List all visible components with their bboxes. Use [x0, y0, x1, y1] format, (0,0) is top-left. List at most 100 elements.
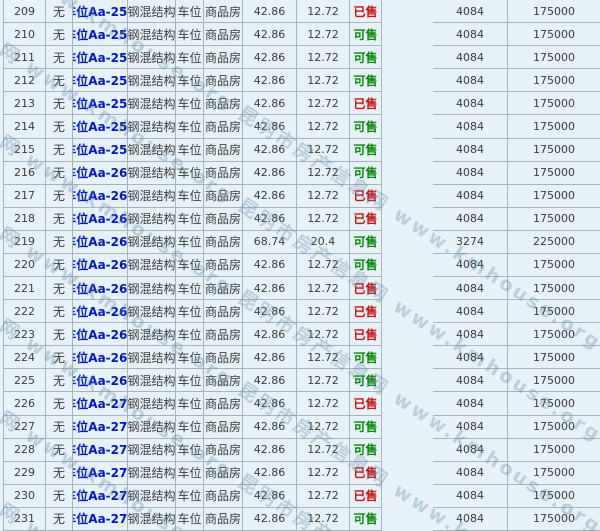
row-number-cell: 226 — [4, 392, 46, 415]
table-row: 225 无 车位Aa-269 钢混结构 车位 商品房 42.86 12.72 可… — [4, 369, 382, 393]
total-price-cell: 175000 — [533, 50, 575, 64]
fitment-cell: 无 — [46, 438, 73, 461]
inner-area-cell: 12.72 — [297, 184, 350, 207]
table-row: 229 无 车位Aa-273 钢混结构 车位 商品房 42.86 12.72 已… — [4, 461, 382, 485]
unit-link[interactable]: 车位Aa-265 — [73, 281, 128, 296]
row-number-cell: 231 — [4, 507, 46, 530]
inner-area-cell: 12.72 — [297, 138, 350, 161]
unit-price-cell: 4084 — [433, 253, 508, 277]
unit-link[interactable]: 车位Aa-262 — [73, 212, 128, 227]
row-number-cell: 227 — [4, 415, 46, 438]
unit-link[interactable]: 车位Aa-254 — [73, 27, 128, 42]
usage-cell: 车位 — [176, 277, 204, 300]
price-table-row: 4084 175000 — [433, 484, 600, 508]
type-cell: 商品房 — [204, 230, 243, 253]
inner-area-cell: 12.72 — [297, 46, 350, 69]
type-cell: 商品房 — [204, 346, 243, 369]
row-number-cell: 217 — [4, 184, 46, 207]
inner-area-cell: 12.72 — [297, 461, 350, 484]
structure-cell: 钢混结构 — [128, 207, 176, 230]
total-price-cell: 175000 — [533, 258, 575, 272]
total-price-cell: 175000 — [533, 119, 575, 133]
unit-link[interactable]: 车位Aa-257 — [73, 96, 128, 111]
unit-link[interactable]: 车位Aa-256 — [73, 73, 128, 88]
unit-link[interactable]: 车位Aa-261 — [73, 189, 128, 204]
total-price-cell: 175000 — [533, 304, 575, 318]
fitment-cell: 无 — [46, 253, 73, 277]
build-area-cell: 42.86 — [243, 438, 297, 461]
build-area-cell: 42.86 — [243, 0, 297, 23]
total-price-cell: 175000 — [533, 466, 575, 480]
status-badge: 已售 — [353, 4, 378, 19]
fitment-cell: 无 — [46, 92, 73, 115]
unit-price-cell: 4084 — [433, 323, 508, 346]
unit-link[interactable]: 车位Aa-271 — [73, 420, 128, 435]
unit-price-cell: 4084 — [433, 369, 508, 392]
unit-link[interactable]: 车位Aa-259 — [73, 143, 128, 158]
unit-link[interactable]: 车位Aa-267 — [73, 327, 128, 342]
total-price-cell: 175000 — [533, 189, 575, 203]
type-cell: 商品房 — [204, 207, 243, 230]
unit-link[interactable]: 车位Aa-273 — [73, 466, 128, 481]
type-cell: 商品房 — [204, 138, 243, 161]
usage-cell: 车位 — [176, 207, 204, 230]
unit-link[interactable]: 车位Aa-268 — [73, 350, 128, 365]
table-row: 224 无 车位Aa-268 钢混结构 车位 商品房 42.86 12.72 可… — [4, 346, 382, 370]
unit-link[interactable]: 车位Aa-264 — [73, 258, 128, 273]
total-price-cell: 175000 — [533, 327, 575, 341]
usage-cell: 车位 — [176, 138, 204, 161]
unit-link[interactable]: 车位Aa-275 — [73, 512, 128, 527]
unit-link[interactable]: 车位Aa-266 — [73, 304, 128, 319]
structure-cell: 钢混结构 — [128, 0, 176, 23]
total-price-cell: 175000 — [533, 397, 575, 411]
unit-price-cell: 4084 — [433, 69, 508, 92]
unit-link[interactable]: 车位Aa-274 — [73, 489, 128, 504]
status-badge: 可售 — [353, 420, 378, 435]
unit-link[interactable]: 车位Aa-255 — [73, 50, 128, 65]
usage-cell: 车位 — [176, 438, 204, 461]
inner-area-cell: 12.72 — [297, 369, 350, 392]
fitment-cell: 无 — [46, 161, 73, 184]
table-row: 220 无 车位Aa-264 钢混结构 车位 商品房 42.86 12.72 可… — [4, 253, 382, 278]
unit-price-cell: 4084 — [433, 277, 508, 300]
table-row: 227 无 车位Aa-271 钢混结构 车位 商品房 42.86 12.72 可… — [4, 415, 382, 439]
usage-cell: 车位 — [176, 507, 204, 530]
inner-area-cell: 12.72 — [297, 23, 350, 46]
row-number-cell: 225 — [4, 369, 46, 392]
table-row: 212 无 车位Aa-256 钢混结构 车位 商品房 42.86 12.72 可… — [4, 69, 382, 93]
usage-cell: 车位 — [176, 346, 204, 369]
unit-link[interactable]: 车位Aa-272 — [73, 443, 128, 458]
inner-area-cell: 20.4 — [297, 230, 350, 253]
table-row: 216 无 车位Aa-260 钢混结构 车位 商品房 42.86 12.72 可… — [4, 161, 382, 185]
status-badge: 已售 — [353, 189, 378, 204]
row-number-cell: 219 — [4, 230, 46, 253]
structure-cell: 钢混结构 — [128, 369, 176, 392]
unit-link[interactable]: 车位Aa-269 — [73, 373, 128, 388]
table-row: 226 无 车位Aa-270 钢混结构 车位 商品房 42.86 12.72 已… — [4, 392, 382, 416]
status-badge: 已售 — [353, 304, 378, 319]
inner-area-cell: 12.72 — [297, 507, 350, 530]
unit-price-cell: 4084 — [433, 0, 508, 23]
price-table-row: 4084 175000 — [433, 438, 600, 462]
total-price-cell: 175000 — [533, 443, 575, 457]
price-table-row: 4084 175000 — [433, 138, 600, 162]
status-badge: 已售 — [353, 327, 378, 342]
price-table-row: 4084 175000 — [433, 161, 600, 185]
unit-price-cell: 4084 — [433, 346, 508, 369]
unit-link[interactable]: 车位Aa-253 — [73, 4, 128, 19]
unit-link[interactable]: 车位Aa-270 — [73, 397, 128, 412]
build-area-cell: 42.86 — [243, 23, 297, 46]
structure-cell: 钢混结构 — [128, 23, 176, 46]
price-table-row: 3274 225000 — [433, 230, 600, 254]
unit-price-cell: 4084 — [433, 415, 508, 438]
usage-cell: 车位 — [176, 69, 204, 92]
type-cell: 商品房 — [204, 69, 243, 92]
price-table-row: 4084 175000 — [433, 207, 600, 231]
total-price-cell: 175000 — [533, 373, 575, 387]
unit-link[interactable]: 车位Aa-260 — [73, 166, 128, 181]
unit-link[interactable]: 车位Aa-263 — [73, 235, 128, 250]
table-row: 210 无 车位Aa-254 钢混结构 车位 商品房 42.86 12.72 可… — [4, 23, 382, 47]
unit-link[interactable]: 车位Aa-258 — [73, 119, 128, 134]
status-badge: 已售 — [353, 466, 378, 481]
price-table-row: 4084 175000 — [433, 92, 600, 116]
